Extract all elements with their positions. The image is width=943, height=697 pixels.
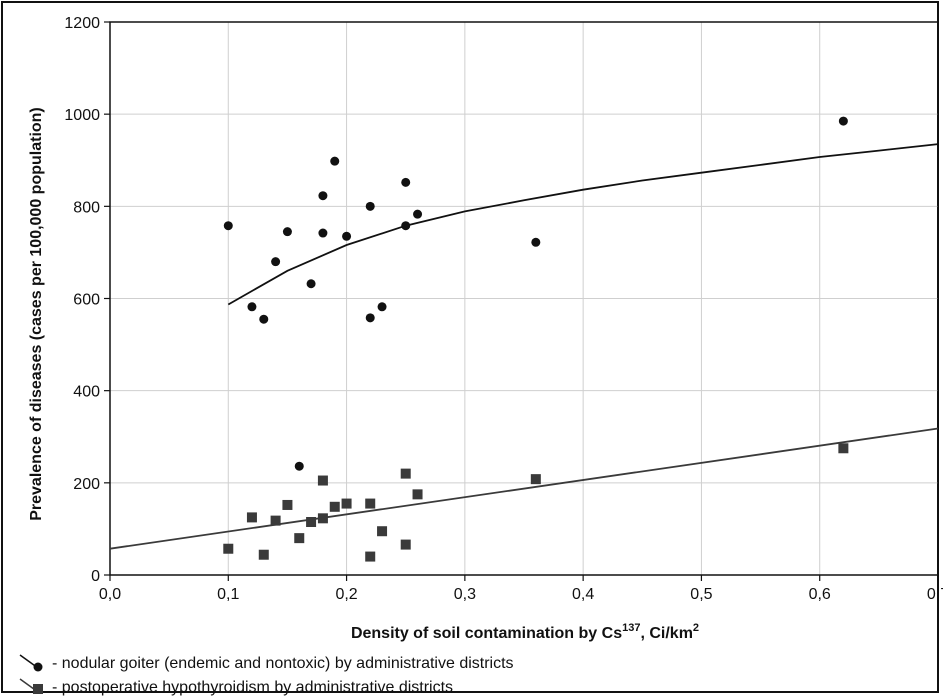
data-point-goiter xyxy=(259,314,269,324)
legend-item-goiter: - nodular goiter (endemic and nontoxic) … xyxy=(19,654,514,672)
data-point-hypothyroidism xyxy=(530,474,541,485)
data-point-hypothyroidism xyxy=(258,549,269,560)
y-tick-label: 0 xyxy=(91,568,100,585)
data-point-goiter xyxy=(401,177,411,187)
data-point-goiter xyxy=(365,313,375,323)
legend-marker-goiter xyxy=(33,662,43,672)
data-point-hypothyroidism xyxy=(294,533,305,544)
data-point-hypothyroidism xyxy=(317,513,328,524)
fit-line-series-1 xyxy=(227,143,939,306)
data-point-hypothyroidism xyxy=(412,489,423,500)
data-point-hypothyroidism xyxy=(365,498,376,509)
data-point-goiter xyxy=(330,156,340,166)
x-tick-label: 0,2 xyxy=(335,586,357,603)
data-point-goiter xyxy=(377,302,387,312)
data-point-hypothyroidism xyxy=(317,475,328,486)
legend-marker-hypothyroidism xyxy=(33,684,43,694)
y-tick-label: 600 xyxy=(73,292,100,309)
data-point-goiter xyxy=(247,302,257,312)
x-tick-label: 0,6 xyxy=(809,586,831,603)
data-point-goiter xyxy=(294,461,304,471)
data-point-hypothyroidism xyxy=(246,512,257,523)
y-tick-label: 1200 xyxy=(64,15,100,32)
legend-label-goiter: - nodular goiter (endemic and nontoxic) … xyxy=(52,655,514,672)
data-point-hypothyroidism xyxy=(377,526,388,537)
y-tick-label: 1000 xyxy=(64,107,100,124)
x-axis-title-sup-2: 2 xyxy=(693,622,699,634)
x-tick-label: 0,4 xyxy=(572,586,594,603)
data-point-hypothyroidism xyxy=(306,517,317,528)
data-point-hypothyroidism xyxy=(223,543,234,554)
data-point-hypothyroidism xyxy=(270,515,281,526)
data-point-hypothyroidism xyxy=(400,468,411,479)
data-point-goiter xyxy=(401,221,411,231)
data-point-goiter xyxy=(318,191,328,201)
x-tick-label: 0,1 xyxy=(217,586,239,603)
x-axis-title-sup-1: 137 xyxy=(622,622,640,634)
data-point-goiter xyxy=(306,279,316,289)
data-point-goiter xyxy=(413,209,423,219)
x-axis-title: Density of soil contamination by Cs137, … xyxy=(351,622,699,642)
data-point-hypothyroidism xyxy=(341,498,352,509)
data-point-goiter xyxy=(282,227,292,237)
y-axis-ticks: 0 200 400 600 800 1000 1200 xyxy=(64,15,110,585)
data-point-goiter xyxy=(223,221,233,231)
data-point-goiter xyxy=(271,257,281,267)
data-point-goiter xyxy=(838,116,848,126)
x-tick-label: 0,7 xyxy=(927,586,943,603)
data-point-hypothyroidism xyxy=(400,539,411,550)
data-point-hypothyroidism xyxy=(365,551,376,562)
legend: - nodular goiter (endemic and nontoxic) … xyxy=(19,654,514,696)
fit-line-series-2 xyxy=(109,427,939,550)
data-point-goiter xyxy=(318,228,328,238)
x-tick-label: 0,3 xyxy=(454,586,476,603)
y-tick-label: 200 xyxy=(73,476,100,493)
x-axis-title-main: Density of soil contamination by Cs xyxy=(351,625,622,642)
y-tick-label: 800 xyxy=(73,199,100,216)
legend-item-hypothyroidism: - postoperative hypothyroidism by admini… xyxy=(19,678,453,696)
data-point-goiter xyxy=(531,237,541,247)
x-axis-ticks: 0,0 0,1 0,2 0,3 0,4 0,5 0,6 0,7 xyxy=(99,575,943,603)
data-point-hypothyroidism xyxy=(282,499,293,510)
data-point-hypothyroidism xyxy=(329,501,340,512)
y-tick-label: 400 xyxy=(73,384,100,401)
data-point-goiter xyxy=(342,231,352,241)
grid-lines xyxy=(109,21,939,576)
x-axis-title-units: , Ci/km xyxy=(640,625,692,642)
data-points xyxy=(223,116,849,562)
x-tick-label: 0,0 xyxy=(99,586,121,603)
x-tick-label: 0,5 xyxy=(690,586,712,603)
y-axis-title: Prevalence of diseases (cases per 100,00… xyxy=(28,107,45,521)
data-point-hypothyroidism xyxy=(838,443,849,454)
data-point-goiter xyxy=(365,201,375,211)
fit-lines xyxy=(109,143,939,550)
legend-label-hypothyroidism: - postoperative hypothyroidism by admini… xyxy=(52,679,453,696)
